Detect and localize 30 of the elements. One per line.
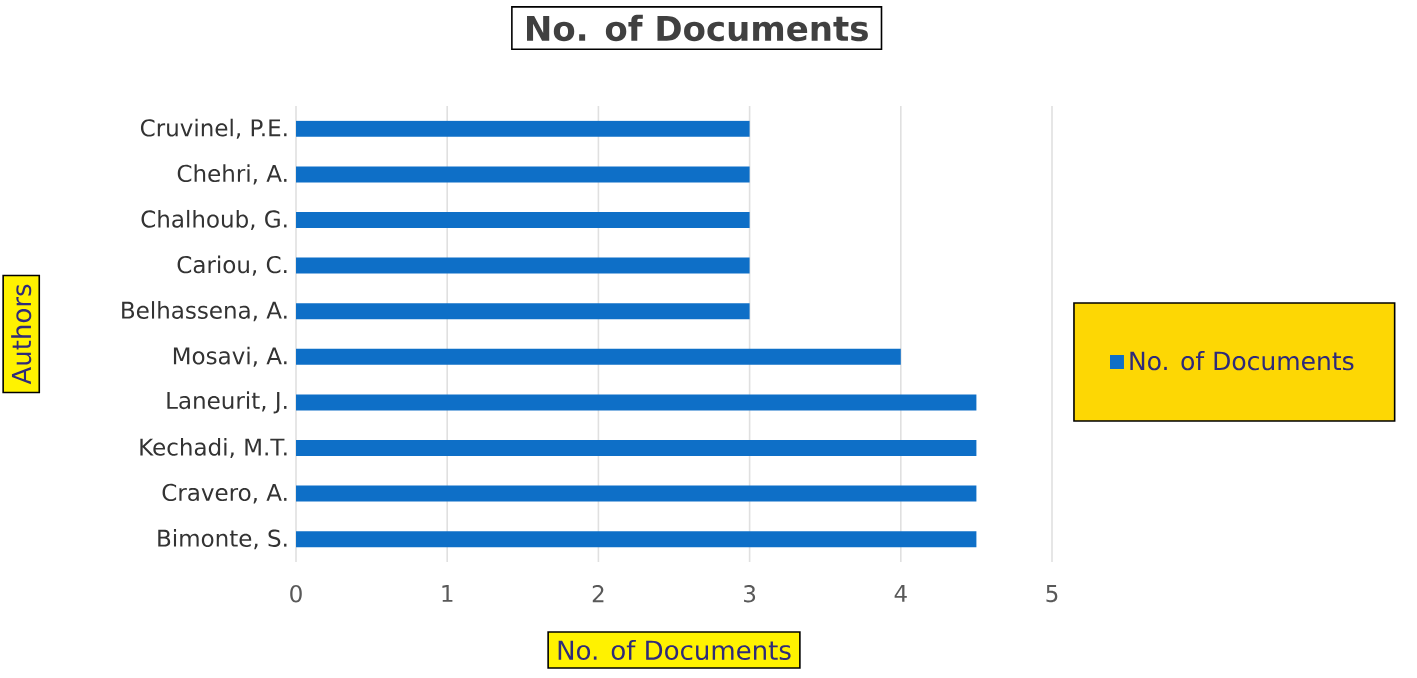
legend-label: No. of Documents <box>1130 350 1354 371</box>
x-tick-label: 2 <box>592 585 604 603</box>
y-tick-label: Laneurit, J. <box>167 391 287 414</box>
y-tick-label: Cruvinel, P.E. <box>140 118 287 139</box>
x-tick-label: 4 <box>894 585 907 602</box>
x-tick-label: 3 <box>744 585 756 603</box>
y-tick-label: Cariou, C. <box>177 255 287 276</box>
x-axis-title: No. of Documents <box>558 639 791 661</box>
x-tick-label: 5 <box>1046 585 1058 603</box>
bar <box>296 303 750 320</box>
bar <box>296 485 977 502</box>
bar <box>296 348 901 365</box>
y-tick-label: Cravero, A. <box>162 483 287 504</box>
x-tick-label: 0 <box>290 585 302 603</box>
y-tick-label: Kechadi, M.T. <box>140 437 287 459</box>
bar <box>296 257 750 274</box>
bar <box>296 440 977 456</box>
y-axis-title: Authors <box>11 284 32 385</box>
y-tick-label: Chalhoub, G. <box>141 209 287 231</box>
bar <box>296 212 750 228</box>
chart-title: No. of Documents <box>527 14 868 42</box>
bar <box>296 394 977 411</box>
bar <box>296 166 750 183</box>
x-tick-label: 1 <box>442 585 453 602</box>
bar <box>296 120 750 137</box>
y-tick-label: Belhassena, A. <box>122 301 287 322</box>
bar <box>296 531 977 548</box>
y-tick-label: Bimonte, S. <box>158 529 287 550</box>
y-tick-label: Mosavi, A. <box>173 346 287 367</box>
y-tick-label: Chehri, A. <box>177 164 287 185</box>
